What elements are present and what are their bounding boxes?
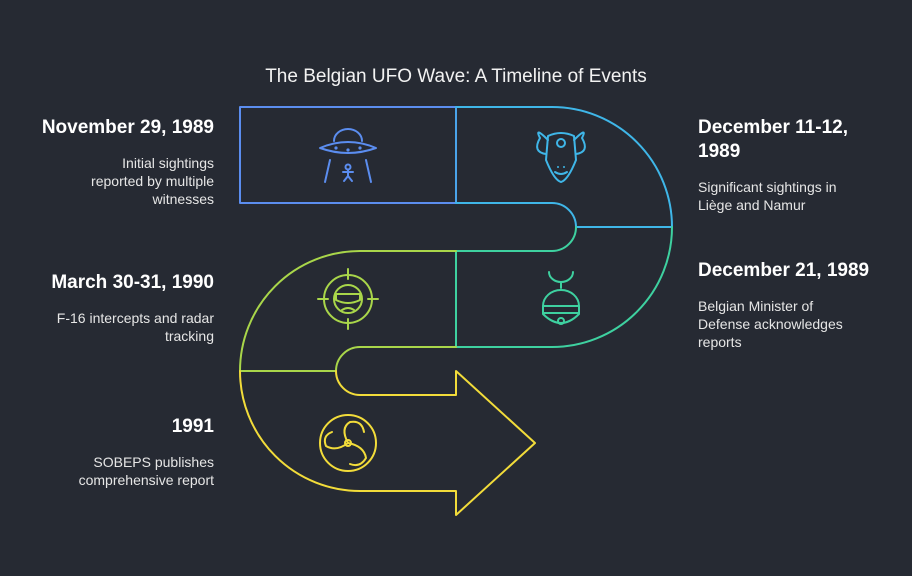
event-december-11-1989: December 11-12, 1989 Significant sightin… [698,116,878,214]
segment-1991-arrow [239,370,536,516]
event-description: SOBEPS publishes comprehensive report [78,454,214,488]
event-description: Initial sightings reported by multiple w… [91,155,214,207]
diagram-title: The Belgian UFO Wave: A Timeline of Even… [265,66,647,87]
segment-march-1990 [239,250,457,372]
event-date: 1991 [171,416,214,437]
event-description: Significant sightings in Liège and Namur [698,179,837,213]
segment-november-1989 [239,106,457,204]
segment-december-21-1989 [455,226,673,348]
ufo-icon [319,128,377,183]
pilot-target-icon [317,268,379,330]
event-december-21-1989: December 21, 1989 Belgian Minister of De… [698,259,898,351]
event-description: F-16 intercepts and radar tracking [56,310,214,344]
event-description: Belgian Minister of Defense acknowledges… [698,298,843,350]
bell-icon [542,271,580,325]
event-date: November 29, 1989 [41,117,214,138]
segment-december-11-1989 [455,106,673,228]
event-1991: 1991 SOBEPS publishes comprehensive repo… [44,415,214,489]
event-march-1990: March 30-31, 1990 F-16 intercepts and ra… [14,271,214,345]
ram-head-icon [536,131,586,183]
event-date: December 11-12, 1989 [698,117,848,162]
event-november-1989: November 29, 1989 Initial sightings repo… [30,116,214,208]
swirl-icon [319,414,377,472]
event-date: December 21, 1989 [698,260,870,281]
event-date: March 30-31, 1990 [51,272,214,293]
